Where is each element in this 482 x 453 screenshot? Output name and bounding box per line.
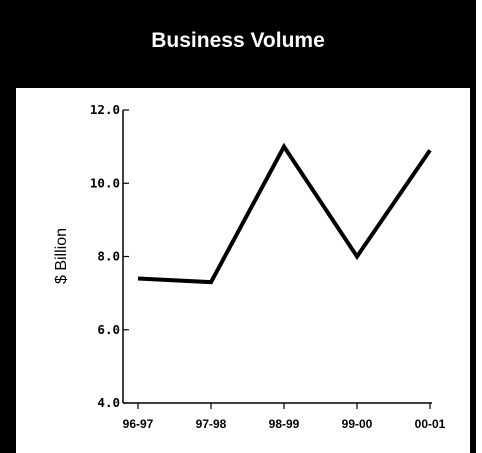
- x-ticks: 96-97 97-98 98-99 99-00 00-01: [123, 403, 446, 431]
- y-axis-label: $ Billion: [53, 228, 70, 284]
- y-ticks: 4.0 6.0 8.0 10.0 12.0: [90, 102, 129, 410]
- right-border: [470, 0, 476, 453]
- series-group: [137, 142, 432, 285]
- y-tick-label: 8.0: [97, 249, 120, 264]
- x-tick-label: 99-00: [342, 417, 373, 431]
- series-line: [137, 142, 432, 285]
- title-bar: Business Volume: [0, 0, 476, 88]
- x-tick-label: 98-99: [269, 417, 300, 431]
- axes: [122, 110, 432, 404]
- x-tick-label: 00-01: [415, 417, 446, 431]
- chart-title: Business Volume: [151, 29, 325, 52]
- y-tick-label: 10.0: [90, 175, 120, 190]
- y-tick-label: 4.0: [97, 395, 120, 410]
- x-tick-label: 96-97: [123, 417, 154, 431]
- y-tick-label: 12.0: [90, 102, 120, 117]
- left-border: [0, 88, 16, 453]
- y-tick-label: 6.0: [97, 322, 120, 337]
- x-tick-label: 97-98: [196, 417, 227, 431]
